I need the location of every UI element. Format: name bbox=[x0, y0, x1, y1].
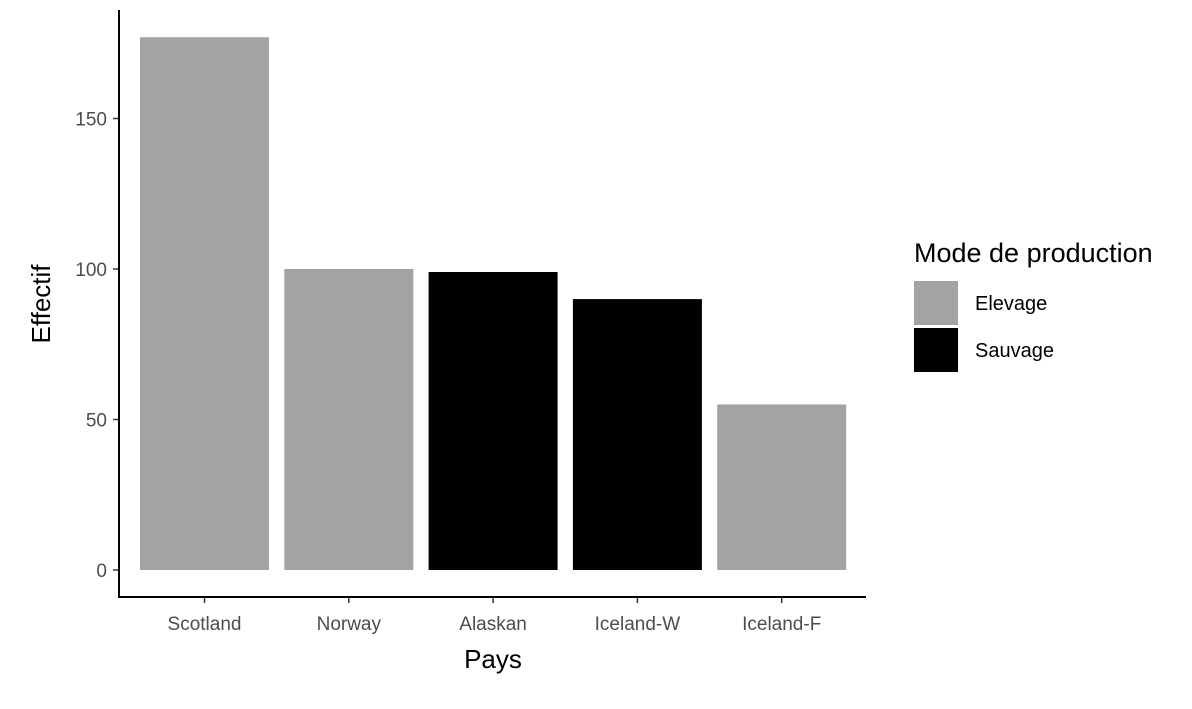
y-tick-label: 0 bbox=[96, 561, 107, 582]
y-axis-ticks: 0 50 100 150 bbox=[75, 110, 119, 582]
legend-key-sauvage bbox=[914, 328, 958, 372]
y-axis-title: Effectif bbox=[26, 264, 56, 344]
x-tick-label: Alaskan bbox=[459, 614, 527, 635]
legend-key-elevage bbox=[914, 281, 958, 325]
x-tick-label: Norway bbox=[317, 614, 382, 635]
legend: Mode de production Elevage Sauvage bbox=[914, 238, 1153, 372]
legend-title: Mode de production bbox=[914, 238, 1153, 268]
x-axis-ticks: Scotland Norway Alaskan Iceland-W Iceland-F bbox=[168, 597, 821, 635]
x-tick-label: Iceland-W bbox=[595, 614, 681, 635]
bar-alaskan bbox=[428, 272, 558, 570]
bars-group bbox=[140, 37, 847, 571]
bar-norway bbox=[284, 269, 414, 570]
x-tick-label: Iceland-F bbox=[742, 614, 821, 635]
legend-label-elevage: Elevage bbox=[975, 293, 1047, 315]
legend-label-sauvage: Sauvage bbox=[975, 340, 1054, 362]
bar-iceland-f bbox=[717, 404, 847, 570]
y-tick-label: 150 bbox=[75, 110, 107, 131]
legend-items: Elevage Sauvage bbox=[914, 281, 1054, 372]
bar-scotland bbox=[140, 37, 269, 571]
y-tick-label: 50 bbox=[86, 411, 107, 432]
x-axis-title: Pays bbox=[464, 644, 522, 674]
y-tick-label: 100 bbox=[75, 260, 107, 281]
x-tick-label: Scotland bbox=[168, 614, 242, 635]
bar-iceland-w bbox=[572, 299, 702, 570]
